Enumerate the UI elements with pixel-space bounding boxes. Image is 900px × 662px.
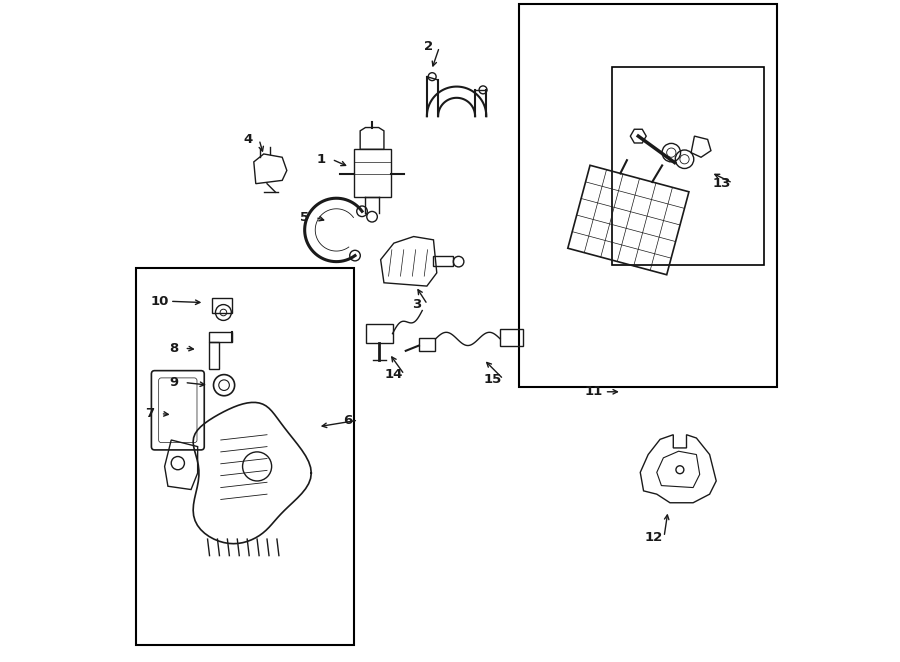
Text: 12: 12 bbox=[644, 531, 662, 544]
Text: 8: 8 bbox=[169, 342, 178, 355]
Text: 13: 13 bbox=[713, 177, 732, 189]
Bar bbox=[519, 4, 777, 387]
Text: 4: 4 bbox=[244, 133, 253, 146]
Bar bbox=[434, 256, 454, 266]
Text: 1: 1 bbox=[317, 153, 326, 166]
Bar bbox=[212, 298, 232, 312]
Bar bbox=[136, 268, 355, 645]
Bar bbox=[209, 332, 232, 342]
Text: 11: 11 bbox=[585, 385, 603, 399]
Bar bbox=[612, 67, 764, 265]
Bar bbox=[419, 338, 436, 351]
Text: 15: 15 bbox=[484, 373, 502, 386]
Bar bbox=[354, 150, 391, 197]
Text: 2: 2 bbox=[424, 40, 434, 54]
Bar bbox=[366, 324, 392, 343]
Bar bbox=[209, 342, 220, 369]
Text: 5: 5 bbox=[300, 211, 310, 224]
Text: 14: 14 bbox=[384, 368, 403, 381]
Text: 9: 9 bbox=[169, 376, 178, 389]
Text: 10: 10 bbox=[150, 295, 168, 308]
Bar bbox=[500, 329, 523, 346]
Text: 6: 6 bbox=[343, 414, 352, 427]
Text: 7: 7 bbox=[146, 407, 155, 420]
Text: 3: 3 bbox=[412, 298, 421, 311]
